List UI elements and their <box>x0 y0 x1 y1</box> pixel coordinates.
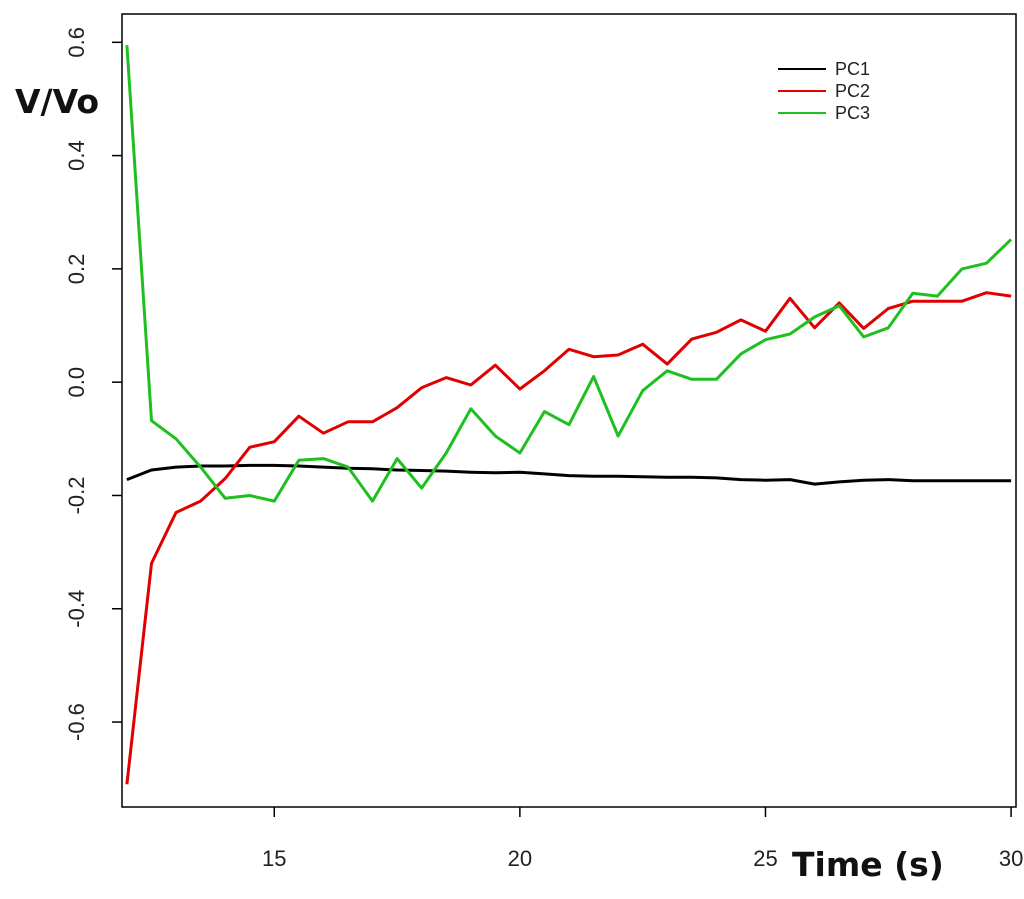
x-axis: 15 20 25 30 <box>262 807 1023 871</box>
y-tick-label: -0.6 <box>64 703 89 741</box>
legend-label-pc2: PC2 <box>835 81 870 101</box>
y-tick-label: -0.4 <box>64 590 89 628</box>
legend-label-pc3: PC3 <box>835 103 870 123</box>
x-tick-label: 30 <box>999 846 1023 871</box>
x-tick-label: 25 <box>753 846 777 871</box>
y-axis: -0.6 -0.4 -0.2 0.0 0.2 0.4 0.6 <box>64 27 122 741</box>
y-tick-label: 0.4 <box>64 140 89 171</box>
series-line-pc2 <box>125 291 1012 785</box>
x-tick-label: 15 <box>262 846 286 871</box>
x-tick-label: 20 <box>508 846 532 871</box>
y-tick-label: 0.0 <box>64 367 89 398</box>
legend-label-pc1: PC1 <box>835 59 870 79</box>
y-tick-label: 0.6 <box>64 27 89 58</box>
series-lines <box>125 45 1013 785</box>
y-tick-label: -0.2 <box>64 477 89 515</box>
plot-frame <box>121 13 1017 808</box>
series-line-pc3 <box>125 45 1013 503</box>
x-axis-title: Time (s) <box>792 845 944 884</box>
series-line-pc1 <box>126 463 1012 486</box>
y-tick-label: 0.2 <box>64 254 89 285</box>
y-axis-title: V/Vo <box>15 82 99 121</box>
